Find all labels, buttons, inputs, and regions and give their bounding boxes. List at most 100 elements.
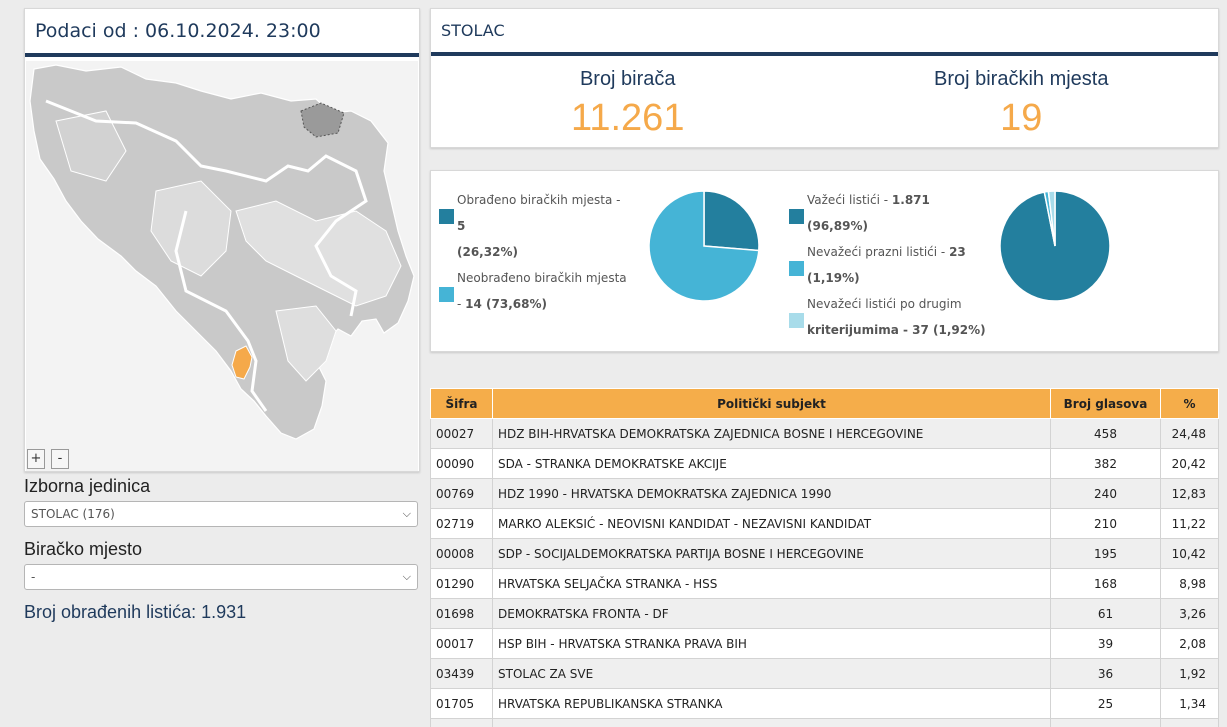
municipality-map[interactable] xyxy=(26,61,418,471)
cell-votes xyxy=(1050,718,1161,727)
cell-pct: 8,98 xyxy=(1160,568,1219,599)
electoral-unit-label: Izborna jedinica xyxy=(24,476,151,496)
pie-slice-1[interactable] xyxy=(648,190,760,302)
map-region-south xyxy=(275,305,337,382)
pie-slice-2[interactable] xyxy=(1047,190,1056,247)
legend-label: Nevažeći prazni listići - xyxy=(807,245,950,259)
cell-code: 00090 xyxy=(430,448,493,479)
cell-votes: 39 xyxy=(1050,628,1161,659)
legend-value: 14 (73,68%) xyxy=(465,297,547,311)
legend-value: 1.871 xyxy=(891,193,930,207)
legend-label: Neobrađeno biračkih mjesta - xyxy=(457,271,627,311)
cell-pct: 10,42 xyxy=(1160,538,1219,569)
table-row[interactable]: 01698 DEMOKRATSKA FRONTA - DF 61 3,26 xyxy=(430,598,1219,629)
polling-stations-label: Broj biračkih mjesta xyxy=(933,68,1109,90)
cell-votes: 36 xyxy=(1050,658,1161,689)
electoral-unit-select[interactable]: STOLAC (176) ⌵ xyxy=(24,501,418,527)
table-row[interactable]: 03439 STOLAC ZA SVE 36 1,92 xyxy=(430,658,1219,689)
map-entity-boundary xyxy=(45,99,368,412)
map-brcko-district xyxy=(300,102,345,138)
cell-pct: 11,22 xyxy=(1160,508,1219,539)
table-row[interactable]: 01705 HRVATSKA REPUBLIKANSKA STRANKA 25 1,3… xyxy=(430,688,1219,719)
column-code-header[interactable]: Šifra xyxy=(430,388,493,419)
cell-code: 02719 xyxy=(430,508,493,539)
cell-votes: 458 xyxy=(1050,418,1161,449)
results-table: Šifra Politički subjekt Broj glasova % 0… xyxy=(430,388,1219,727)
table-row[interactable]: 00008 SDP - SOCIJALDEMOKRATSKA PARTIJA BO… xyxy=(430,538,1219,569)
cell-pct: 1,34 xyxy=(1160,688,1219,719)
cell-votes: 382 xyxy=(1050,448,1161,479)
cell-party: SDA - STRANKA DEMOKRATSKE AKCIJE xyxy=(492,448,1051,479)
map-selected-municipality[interactable] xyxy=(231,345,253,380)
legend-percent: (96,89%) xyxy=(807,219,868,233)
polling-station-select[interactable]: - ⌵ xyxy=(24,564,418,590)
cell-party: HDZ 1990 - HRVATSKA DEMOKRATSKA ZAJEDNIC… xyxy=(492,478,1051,509)
bih-map-svg[interactable] xyxy=(26,61,418,471)
table-row[interactable]: 00769 HDZ 1990 - HRVATSKA DEMOKRATSKA ZAJ… xyxy=(430,478,1219,509)
voters-stat: Broj birača 11.261 xyxy=(431,56,825,140)
cell-code xyxy=(430,718,493,727)
cell-code: 00017 xyxy=(430,628,493,659)
cell-code: 01705 xyxy=(430,688,493,719)
map-card: Podaci od : 06.10.2024. 23:00 + - xyxy=(24,8,420,472)
cell-party xyxy=(492,718,1051,727)
legend-swatch xyxy=(789,313,804,328)
polling-stations-stat: Broj biračkih mjesta 19 xyxy=(825,56,1219,140)
cell-party: SDP - SOCIJALDEMOKRATSKA PARTIJA BOSNE I… xyxy=(492,538,1051,569)
legend-label: Nevažeći listići po drugim xyxy=(807,297,962,311)
column-votes-header[interactable]: Broj glasova xyxy=(1050,388,1161,419)
cell-code: 01698 xyxy=(430,598,493,629)
cell-pct: 20,42 xyxy=(1160,448,1219,479)
table-row[interactable] xyxy=(430,718,1219,727)
legend-swatch xyxy=(789,209,804,224)
polling-stations-value: 19 xyxy=(1000,97,1043,139)
chevron-down-icon: ⌵ xyxy=(402,507,411,520)
municipality-stats-card: STOLAC Broj birača 11.261 Broj biračkih … xyxy=(430,8,1219,148)
cell-pct: 12,83 xyxy=(1160,478,1219,509)
legend-percent: (26,32%) xyxy=(457,245,518,259)
cell-party: HRVATSKA SELJAČKA STRANKA - HSS xyxy=(492,568,1051,599)
legend-text: Obrađeno biračkih mjesta - 5 (26,32%) xyxy=(457,187,629,265)
legend-item: Neobrađeno biračkih mjesta - 14 (73,68%) xyxy=(439,265,629,317)
ballots-pie-chart xyxy=(999,190,1111,302)
table-row[interactable]: 01290 HRVATSKA SELJAČKA STRANKA - HSS 168 8… xyxy=(430,568,1219,599)
voters-label: Broj birača xyxy=(579,68,676,90)
legend-text: Nevažeći listići po drugim kriterijumima … xyxy=(807,291,986,343)
cell-pct xyxy=(1160,718,1219,727)
column-pct-header[interactable]: % xyxy=(1160,388,1219,419)
legend-value: 5 xyxy=(457,219,466,233)
cell-party: HDZ BIH-HRVATSKA DEMOKRATSKA ZAJEDNICA B… xyxy=(492,418,1051,449)
column-party-header[interactable]: Politički subjekt xyxy=(492,388,1051,419)
zoom-out-button[interactable]: - xyxy=(51,449,69,469)
cell-code: 03439 xyxy=(430,658,493,689)
table-row[interactable]: 00027 HDZ BIH-HRVATSKA DEMOKRATSKA ZAJEDN… xyxy=(430,418,1219,449)
municipality-name: STOLAC xyxy=(431,9,1218,56)
legend-text: Važeći listići - 1.871 (96,89%) xyxy=(807,187,930,239)
legend-label: Važeći listići - xyxy=(807,193,892,207)
ballots-legend: Važeći listići - 1.871 (96,89%) Nevažeći p… xyxy=(789,187,989,343)
table-header-row: Šifra Politički subjekt Broj glasova % xyxy=(430,388,1219,419)
cell-pct: 1,92 xyxy=(1160,658,1219,689)
processed-ballots-count: Broj obrađenih listića: 1.931 xyxy=(24,602,247,622)
pie-slice-0[interactable] xyxy=(703,190,760,252)
table-row[interactable]: 00090 SDA - STRANKA DEMOKRATSKE AKCIJE 382… xyxy=(430,448,1219,479)
polling-station-value: - xyxy=(31,570,36,584)
table-row[interactable]: 02719 MARKO ALEKSIĆ - NEOVISNI KANDIDAT -… xyxy=(430,508,1219,539)
left-panel: Podaci od : 06.10.2024. 23:00 + - xyxy=(24,8,420,623)
legend-text: Neobrađeno biračkih mjesta - 14 (73,68%) xyxy=(457,265,629,317)
results-table-wrap: Šifra Politički subjekt Broj glasova % 0… xyxy=(430,388,1219,727)
stations-legend: Obrađeno biračkih mjesta - 5 (26,32%) Neob… xyxy=(439,187,629,317)
cell-party: HRVATSKA REPUBLIKANSKA STRANKA xyxy=(492,688,1051,719)
zoom-in-button[interactable]: + xyxy=(27,449,45,469)
chevron-down-icon: ⌵ xyxy=(402,570,411,583)
table-row[interactable]: 00017 HSP BIH - HRVATSKA STRANKA PRAVA BI… xyxy=(430,628,1219,659)
stations-pie-chart xyxy=(648,190,760,302)
cell-pct: 2,08 xyxy=(1160,628,1219,659)
cell-code: 00769 xyxy=(430,478,493,509)
cell-party: STOLAC ZA SVE xyxy=(492,658,1051,689)
pies-card: Obrađeno biračkih mjesta - 5 (26,32%) Neob… xyxy=(430,170,1219,352)
cell-votes: 210 xyxy=(1050,508,1161,539)
legend-label: Obrađeno biračkih mjesta - xyxy=(457,193,621,207)
cell-pct: 24,48 xyxy=(1160,418,1219,449)
legend-swatch xyxy=(439,287,454,302)
